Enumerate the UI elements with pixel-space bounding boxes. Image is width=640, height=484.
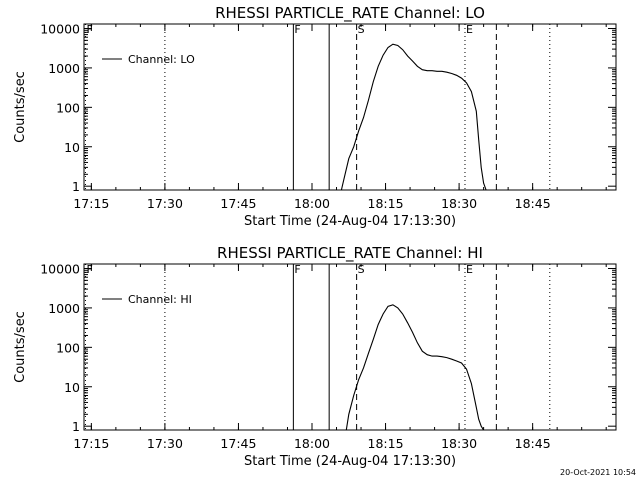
y-tick-label: 1 — [72, 179, 80, 194]
legend-label: Channel: LO — [128, 53, 195, 66]
x-tick-label: 18:30 — [441, 436, 477, 451]
y-tick-label: 1000 — [48, 301, 80, 316]
x-tick-label: 17:15 — [73, 196, 109, 211]
y-tick-label: 100 — [56, 340, 80, 355]
x-tick-label: 17:30 — [147, 196, 183, 211]
x-tick-label: 18:15 — [368, 196, 404, 211]
x-axis-label: Start Time (24-Aug-04 17:13:30) — [244, 214, 456, 229]
x-tick-label: 18:45 — [515, 196, 551, 211]
marker-label-e: E — [466, 23, 473, 36]
chart-panel-2: RHESSI PARTICLE_RATE Channel: HI Start Ti… — [13, 244, 617, 469]
y-tick-label: 10000 — [40, 261, 80, 276]
y-tick-label: 100 — [56, 100, 80, 115]
footer-timestamp: 20-Oct-2021 10:54 — [560, 468, 636, 477]
y-tick-label: 10000 — [40, 21, 80, 36]
plot-frame — [83, 263, 617, 431]
y-tick-label: 1000 — [48, 61, 80, 76]
y-axis-label: Counts/sec — [13, 311, 28, 383]
y-tick-label: 1 — [72, 419, 80, 434]
marker-label-f: F — [86, 23, 92, 36]
chart-title: RHESSI PARTICLE_RATE Channel: LO — [215, 4, 485, 23]
x-tick-label: 17:45 — [220, 436, 256, 451]
x-tick-label: 18:30 — [441, 196, 477, 211]
marker-label-f: F — [294, 263, 300, 276]
x-tick-label: 18:15 — [368, 436, 404, 451]
plot-frame — [83, 23, 617, 191]
chart-title: RHESSI PARTICLE_RATE Channel: HI — [217, 244, 483, 263]
marker-label-f: F — [294, 23, 300, 36]
y-axis-label: Counts/sec — [13, 71, 28, 143]
y-tick-label: 10 — [64, 140, 80, 155]
chart-panel-1: RHESSI PARTICLE_RATE Channel: LO Start Ti… — [13, 4, 617, 229]
x-tick-label: 17:45 — [220, 196, 256, 211]
series-line — [340, 43, 487, 190]
series-line — [345, 304, 485, 430]
x-tick-label: 18:00 — [294, 436, 330, 451]
marker-label-s: S — [358, 263, 365, 276]
x-tick-label: 17:30 — [147, 436, 183, 451]
marker-label-e: E — [466, 263, 473, 276]
x-tick-label: 17:15 — [73, 436, 109, 451]
x-tick-label: 18:00 — [294, 196, 330, 211]
legend-label: Channel: HI — [128, 293, 192, 306]
marker-label-s: S — [358, 23, 365, 36]
y-tick-label: 10 — [64, 380, 80, 395]
x-axis-label: Start Time (24-Aug-04 17:13:30) — [244, 454, 456, 469]
marker-label-f: F — [86, 263, 92, 276]
x-tick-label: 18:45 — [515, 436, 551, 451]
